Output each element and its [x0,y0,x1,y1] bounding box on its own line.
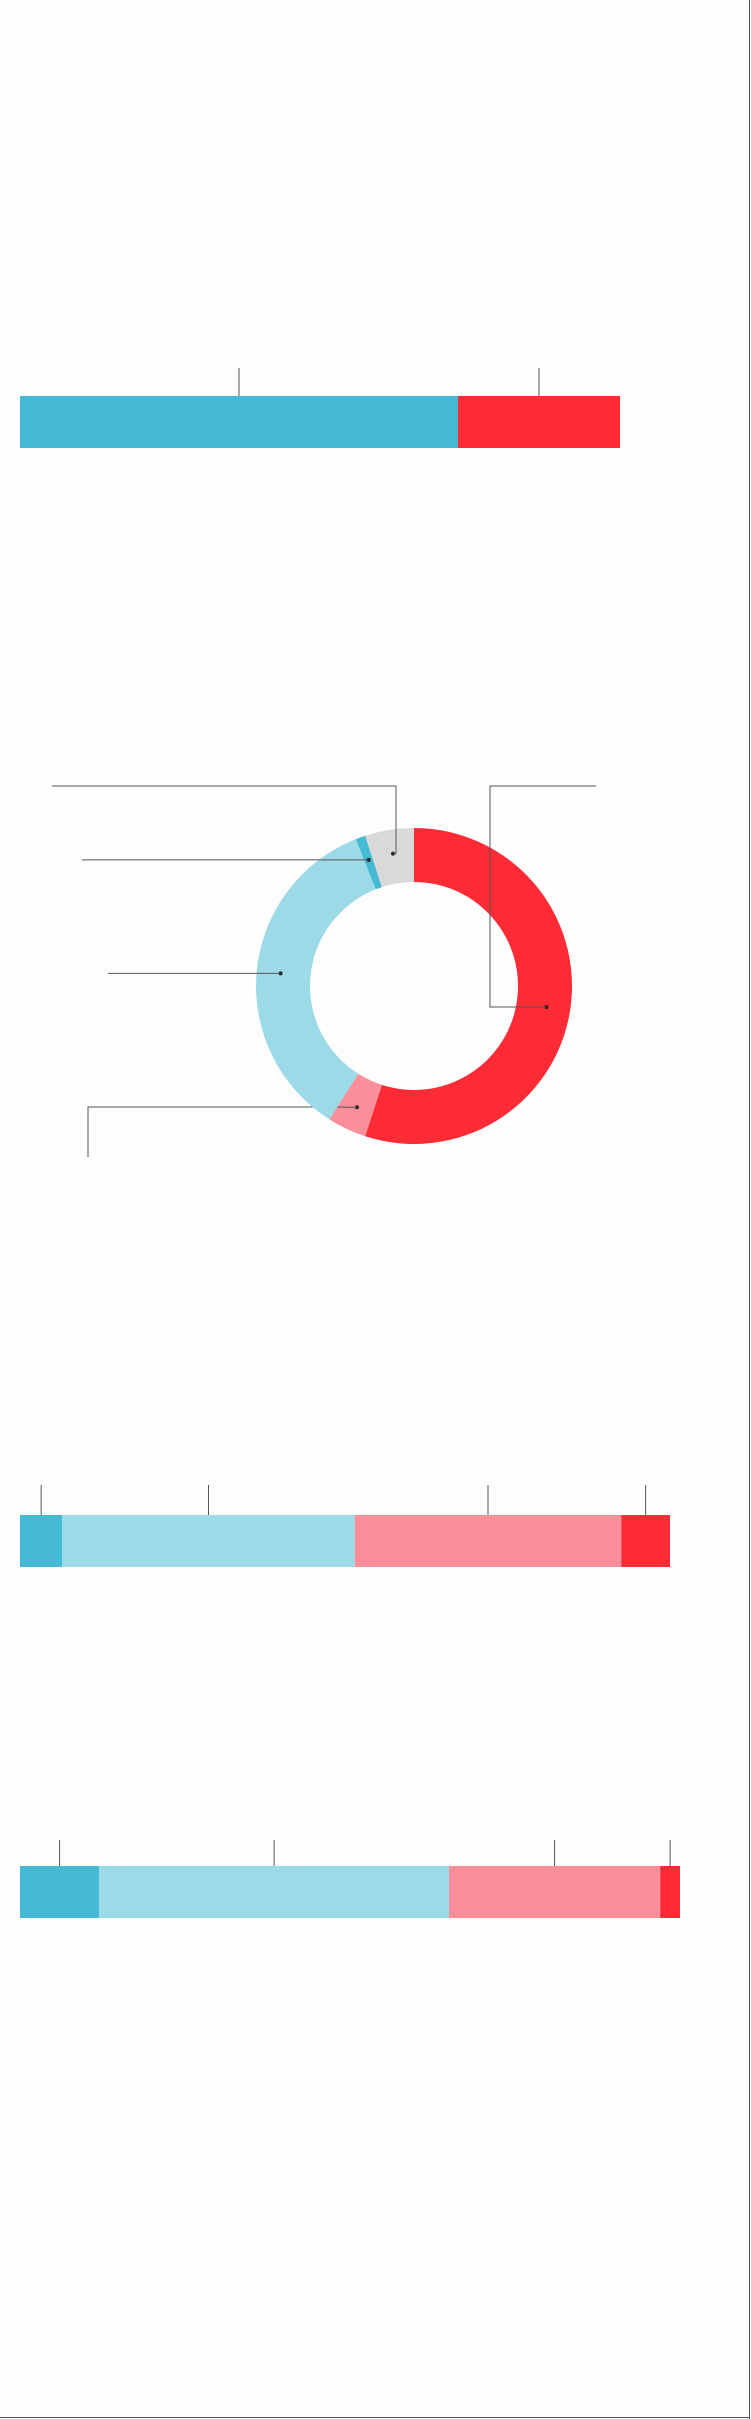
bar3-segment-2 [99,1866,449,1918]
bar3-segment-3 [449,1866,661,1918]
donut-leader-5 [52,785,397,855]
donut-leader-2 [87,1106,357,1157]
bar2-segment-1 [20,1515,63,1567]
stacked-bar-chart-2 [20,1485,670,1567]
donut-slice-1 [365,828,573,1144]
bar2-segment-4 [621,1515,670,1567]
donut-slice-4 [355,835,382,890]
stacked-bar-chart-1 [20,368,620,448]
bar2-segment-2 [62,1515,355,1567]
bar1-segment-1 [20,396,458,448]
donut-chart [52,785,596,1157]
donut-slice-3 [256,839,376,1120]
donut-slice-2 [329,1073,382,1137]
frame-border-right [749,0,750,2419]
donut-slice-5 [365,828,414,888]
bar1-segment-2 [458,396,620,448]
bar3-segment-4 [660,1866,680,1918]
bar3-segment-1 [20,1866,100,1918]
bar2-segment-3 [354,1515,622,1567]
stacked-bar-chart-3 [20,1840,680,1918]
donut-leader-1 [489,785,596,1008]
frame-border-bottom [0,2417,750,2418]
